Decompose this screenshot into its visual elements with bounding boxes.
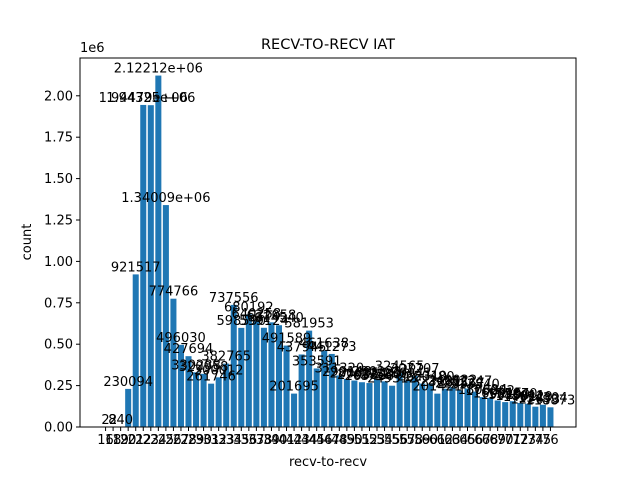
bar	[291, 394, 297, 427]
bar	[163, 205, 169, 427]
bar	[351, 381, 357, 427]
value-label: 230094	[103, 375, 153, 390]
value-label: 118873	[526, 393, 576, 408]
y-tick-label: 0.25	[44, 379, 73, 394]
chart-title: RECV-TO-RECV IAT	[261, 37, 395, 53]
y-axis-label: count	[20, 224, 35, 261]
value-label: 581953	[284, 317, 334, 332]
value-label: 382765	[201, 350, 251, 365]
bar	[389, 386, 395, 427]
bar	[502, 402, 508, 427]
value-label: 2.12212e+06	[114, 62, 203, 77]
y-offset-label: 1e6	[80, 41, 105, 56]
value-label: 300012	[194, 363, 244, 378]
bar	[155, 76, 161, 427]
value-label: 441273	[307, 340, 357, 355]
bar	[246, 314, 252, 427]
value-label: 840	[108, 413, 133, 428]
bar	[495, 400, 501, 427]
y-tick-label: 1.00	[44, 255, 73, 270]
bar	[547, 407, 553, 427]
bar	[382, 381, 388, 427]
y-tick-label: 2.00	[44, 89, 73, 104]
bar	[434, 394, 440, 427]
y-tick-label: 0.00	[44, 421, 73, 436]
bar	[133, 274, 139, 427]
value-label: 1.94325e+06	[106, 91, 195, 106]
x-tick-label: 76	[542, 433, 559, 448]
bar	[532, 407, 538, 427]
y-tick-label: 1.25	[44, 213, 73, 228]
bar	[208, 384, 214, 427]
bar	[366, 383, 372, 427]
value-label: 774766	[149, 285, 199, 300]
bar	[404, 380, 410, 427]
y-tick-label: 0.50	[44, 338, 73, 353]
bar	[253, 321, 259, 427]
value-label: 201695	[269, 380, 319, 395]
bar	[314, 368, 320, 427]
bar	[359, 382, 365, 427]
x-axis-label: recv-to-recv	[289, 455, 367, 470]
y-tick-label: 1.50	[44, 172, 73, 187]
bar	[216, 377, 222, 427]
y-tick-label: 1.75	[44, 131, 73, 146]
y-tick-label: 0.75	[44, 296, 73, 311]
bar	[344, 379, 350, 427]
value-label: 1.34009e+06	[121, 191, 210, 206]
value-label: 921517	[111, 260, 161, 275]
